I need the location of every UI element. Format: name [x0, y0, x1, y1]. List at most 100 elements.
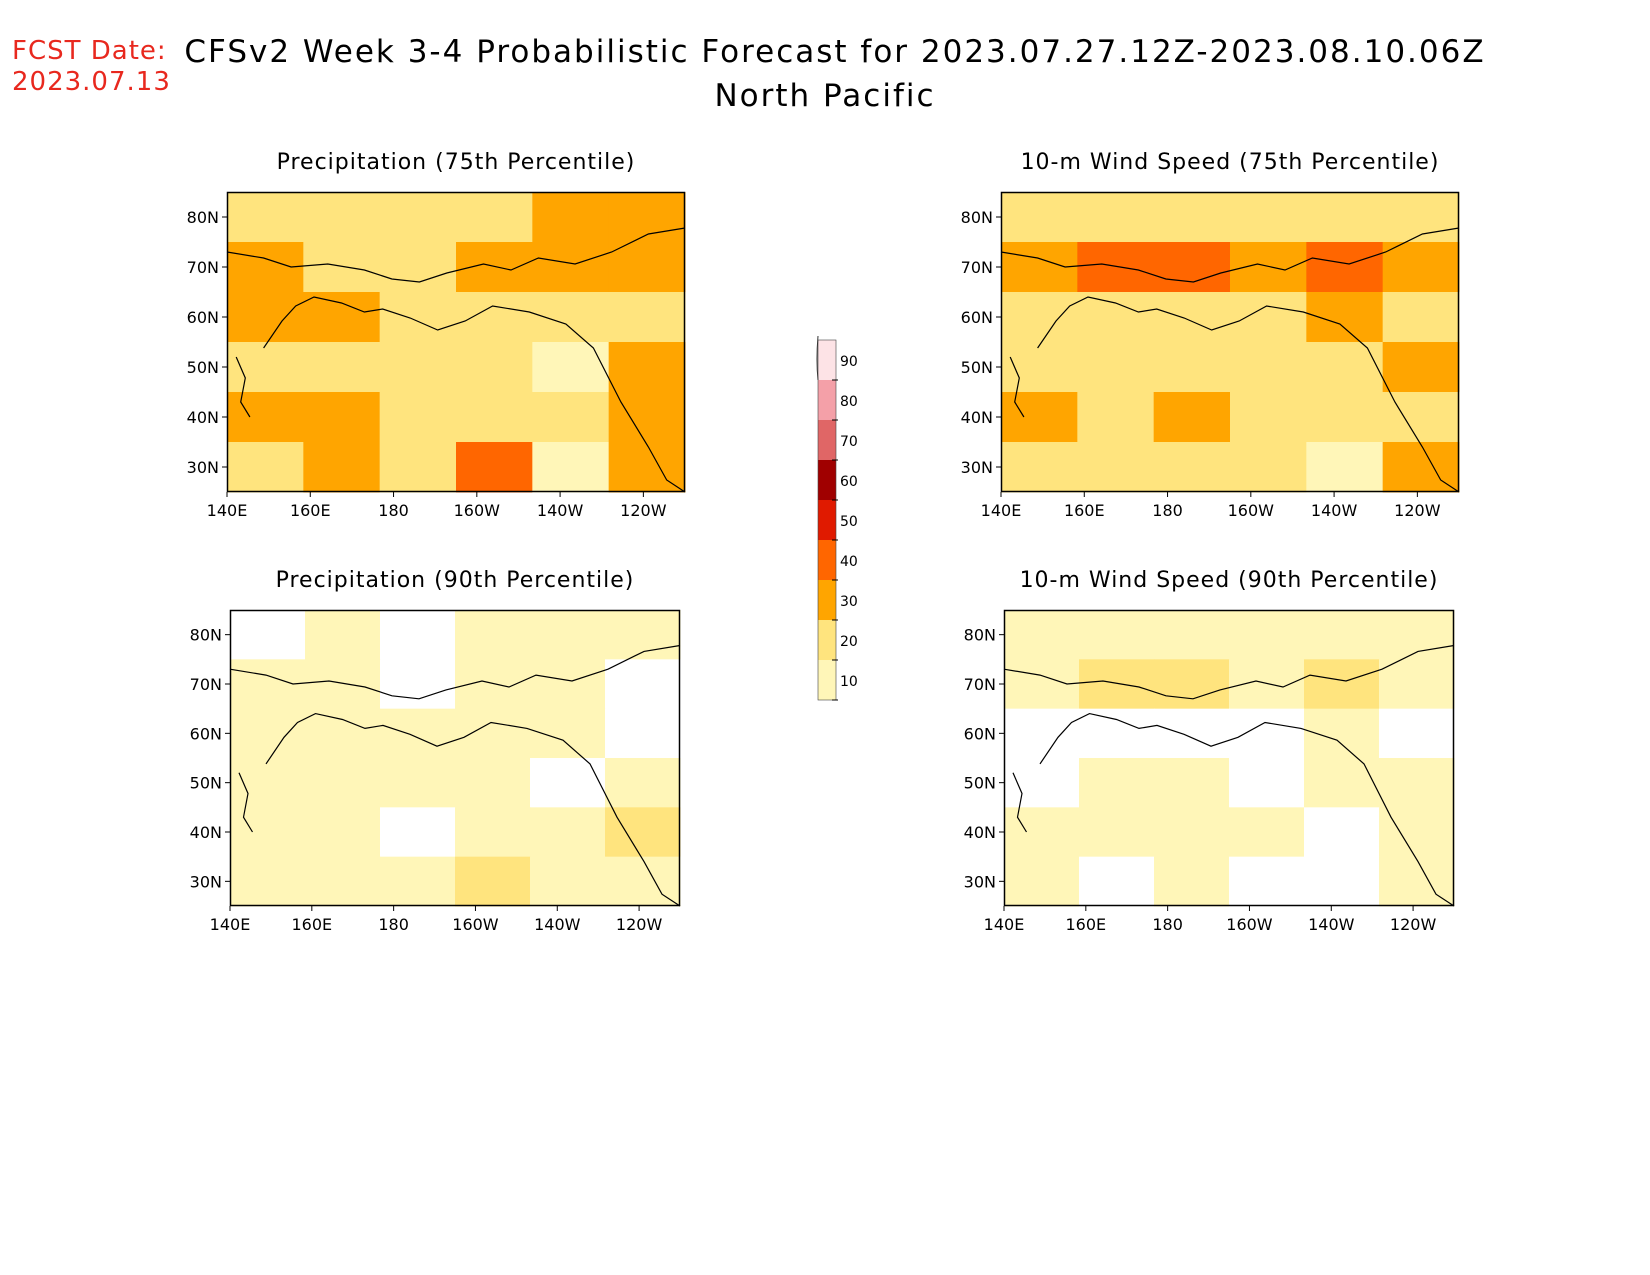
colorbar-swatch: [818, 620, 836, 660]
coastline: [235, 356, 251, 418]
heatmap-cell: [1077, 192, 1155, 243]
heatmap-cell: [1306, 192, 1384, 243]
heatmap-cell: [455, 807, 531, 858]
lat-tick-label: 80N: [961, 208, 993, 227]
lon-tick-label: 140E: [207, 501, 248, 520]
lon-tick-label: 140E: [984, 915, 1025, 934]
heatmap-cell: [608, 342, 686, 393]
heatmap-cell: [1004, 758, 1080, 808]
lon-tick-label: 140W: [537, 501, 584, 520]
heatmap-cell: [1077, 442, 1155, 493]
heatmap-cell: [380, 758, 456, 808]
colorbar-tick-label: 80: [840, 394, 858, 410]
heatmap-cell: [1229, 659, 1305, 710]
colorbar-tick-label: 20: [840, 634, 858, 650]
heatmap-cell: [1230, 292, 1307, 343]
lat-tick-label: 40N: [190, 823, 222, 842]
lat-tick-label: 40N: [187, 408, 219, 427]
heatmap-cell: [1079, 856, 1155, 907]
heatmap-cell: [1153, 342, 1231, 393]
heatmap-cell: [1230, 342, 1307, 393]
heatmap-cell: [1230, 392, 1307, 443]
heatmap-cell: [1306, 342, 1384, 393]
coastline: [1003, 644, 1455, 700]
map-svg-wind-90: 140E 160E 180 160W 140W 120W 80N 70N 60N 50N 40N 30…: [964, 609, 1455, 934]
heatmap-cell: [1079, 708, 1155, 759]
heatmap-cell: [227, 342, 304, 393]
heatmap-cell: [1306, 392, 1384, 443]
heatmap-cell: [305, 610, 381, 660]
heatmap-cell: [608, 292, 686, 343]
lon-tick-label: 160E: [291, 915, 332, 934]
colorbar-tick-label: 70: [840, 434, 858, 450]
lon-tick-label: 160W: [454, 501, 501, 520]
lat-tick-label: 60N: [961, 308, 993, 327]
heatmap-cell: [530, 610, 606, 660]
heatmap-cell: [379, 392, 457, 443]
heatmap-cell: [456, 392, 533, 443]
heatmap-cell: [455, 610, 531, 660]
lon-tick-label: 160W: [452, 915, 499, 934]
heatmap-cell: [303, 342, 381, 393]
heatmap-cell: [605, 807, 681, 858]
colorbar-swatch: [818, 580, 836, 620]
lon-tick-label: 120W: [620, 501, 667, 520]
lat-tick-label: 60N: [187, 308, 219, 327]
map-frame: [226, 191, 686, 493]
lon-tick-label: 180: [1152, 915, 1183, 934]
heatmap-cell: [1304, 807, 1380, 858]
heatmap-cell: [1382, 342, 1460, 393]
colorbar-tick-label: 10: [840, 674, 858, 690]
lat-tick-label: 50N: [961, 358, 993, 377]
lon-tick-label: 160E: [1065, 915, 1106, 934]
colorbar-tick-label: 60: [840, 474, 858, 490]
heatmap-cell: [1379, 708, 1455, 759]
colorbar-tick-label: 30: [840, 594, 858, 610]
map-svg-wind-75: 140E 160E 180 160W 140W 120W 80N 70N 60N 50N 40N 30…: [961, 191, 1460, 520]
heatmap-cell: [230, 807, 306, 858]
lon-tick-label: 140E: [981, 501, 1022, 520]
heatmap-cell: [1230, 442, 1307, 493]
lat-tick-label: 80N: [187, 208, 219, 227]
colorbar-swatch: [818, 340, 836, 380]
heatmap-cell: [605, 758, 681, 808]
panel-title-precip-90: Precipitation (90th Percentile): [275, 568, 635, 593]
heatmap-cell: [455, 708, 531, 759]
lat-tick-label: 70N: [187, 258, 219, 277]
lat-tick-label: 50N: [187, 358, 219, 377]
heatmap-cell: [305, 659, 381, 710]
map-frame: [229, 609, 681, 907]
heatmap-cell: [530, 856, 606, 907]
heatmap-cell: [532, 392, 610, 443]
heatmap-cell: [303, 192, 381, 243]
lon-tick-label: 180: [378, 501, 409, 520]
heatmap-cell: [530, 807, 606, 858]
heatmap-cell: [1154, 610, 1230, 660]
heatmap-cell: [1004, 610, 1080, 660]
heatmap-cell: [1154, 659, 1230, 710]
lon-tick-label: 140W: [1308, 915, 1355, 934]
lat-tick-label: 40N: [964, 823, 996, 842]
heatmap-cell: [608, 392, 686, 443]
heatmap-cell: [1079, 610, 1155, 660]
heatmap-cell: [1004, 708, 1080, 759]
heatmap-cell: [1077, 342, 1155, 393]
heatmap-cell: [1077, 392, 1155, 443]
heatmap-cell: [227, 442, 304, 493]
lat-tick-label: 80N: [964, 626, 996, 645]
colorbar-svg: 10 20 30 40 50 60 70 80 90: [816, 335, 858, 701]
coastline: [265, 712, 681, 907]
heatmap-cell: [1153, 192, 1231, 243]
heatmap-cell: [379, 292, 457, 343]
coastline: [1000, 227, 1460, 283]
lon-tick-label: 120W: [616, 915, 663, 934]
forecast-date-value: 2023.07.13: [12, 67, 171, 97]
heatmap-cell: [532, 442, 610, 493]
heatmap-cell: [532, 192, 610, 243]
heatmap-cell: [1230, 242, 1307, 293]
heatmap-cell: [605, 708, 681, 759]
heatmap-cell: [530, 659, 606, 710]
heatmap-cell: [1229, 807, 1305, 858]
colorbar-tick-label: 50: [840, 514, 858, 530]
heatmap-cell: [1304, 659, 1380, 710]
